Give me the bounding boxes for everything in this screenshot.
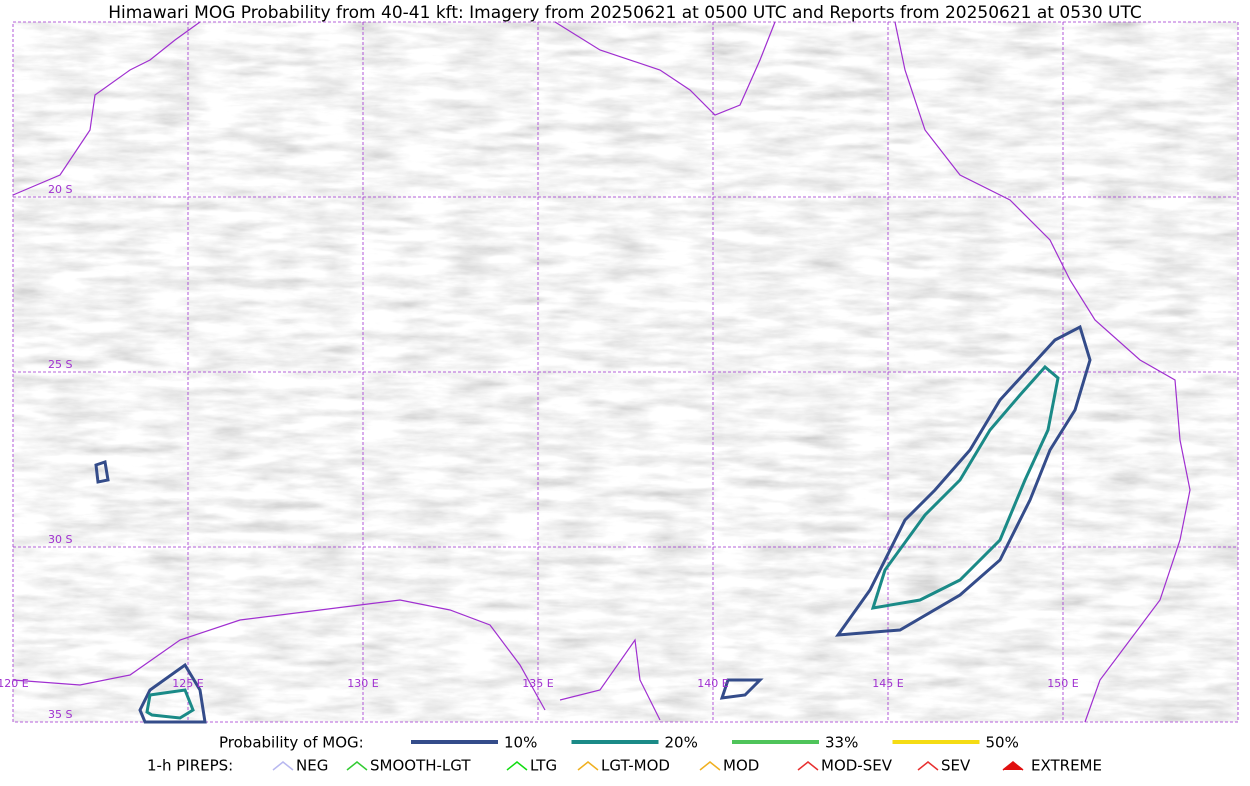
- pirep-symbol: [577, 761, 599, 771]
- legend-label: Probability of MOG:: [219, 734, 364, 752]
- legend-item: SMOOTH-LGT: [370, 757, 471, 775]
- lon-label: 130 E: [347, 677, 378, 690]
- pirep-symbol: [346, 761, 368, 771]
- contours: [94, 324, 1092, 724]
- lon-label: 135 E: [522, 677, 553, 690]
- pirep-symbol: [1002, 761, 1024, 771]
- lon-label: 150 E: [1047, 677, 1078, 690]
- lat-label: 20 S: [48, 183, 72, 196]
- coastline: [12, 21, 1191, 723]
- map: [12, 21, 1239, 724]
- lat-label: 25 S: [48, 358, 72, 371]
- lon-label: 140 E: [697, 677, 728, 690]
- legend-item: MOD: [723, 757, 759, 775]
- pirep-symbol: [797, 761, 819, 771]
- pirep-symbol: [917, 761, 939, 771]
- legend-item: MOD-SEV: [821, 757, 893, 775]
- legend-item: EXTREME: [1031, 757, 1102, 775]
- legend-item: 20%: [665, 734, 698, 752]
- lon-label: 125 E: [172, 677, 203, 690]
- legend-item: 33%: [825, 734, 858, 752]
- lon-label: 120 E: [0, 677, 29, 690]
- legend-item: 50%: [986, 734, 1019, 752]
- legend-item: LTG: [530, 757, 557, 775]
- legend: Probability of MOG: 10% 20% 33% 50% 1-h PIREP…: [147, 734, 1102, 775]
- legend-item: SEV: [941, 757, 971, 775]
- pirep-symbol: [272, 761, 294, 771]
- pirep-symbol: [699, 761, 721, 771]
- lon-label: 145 E: [872, 677, 903, 690]
- lat-label: 35 S: [48, 708, 72, 721]
- legend-item: NEG: [296, 757, 328, 775]
- pirep-symbol: [506, 761, 528, 771]
- legend-item: LGT-MOD: [601, 757, 670, 775]
- graticule: [12, 21, 1239, 723]
- legend-label: 1-h PIREPS:: [147, 757, 233, 775]
- title: Himawari MOG Probability from 40-41 kft:…: [108, 3, 1142, 23]
- lat-label: 30 S: [48, 533, 72, 546]
- legend-item: 10%: [504, 734, 537, 752]
